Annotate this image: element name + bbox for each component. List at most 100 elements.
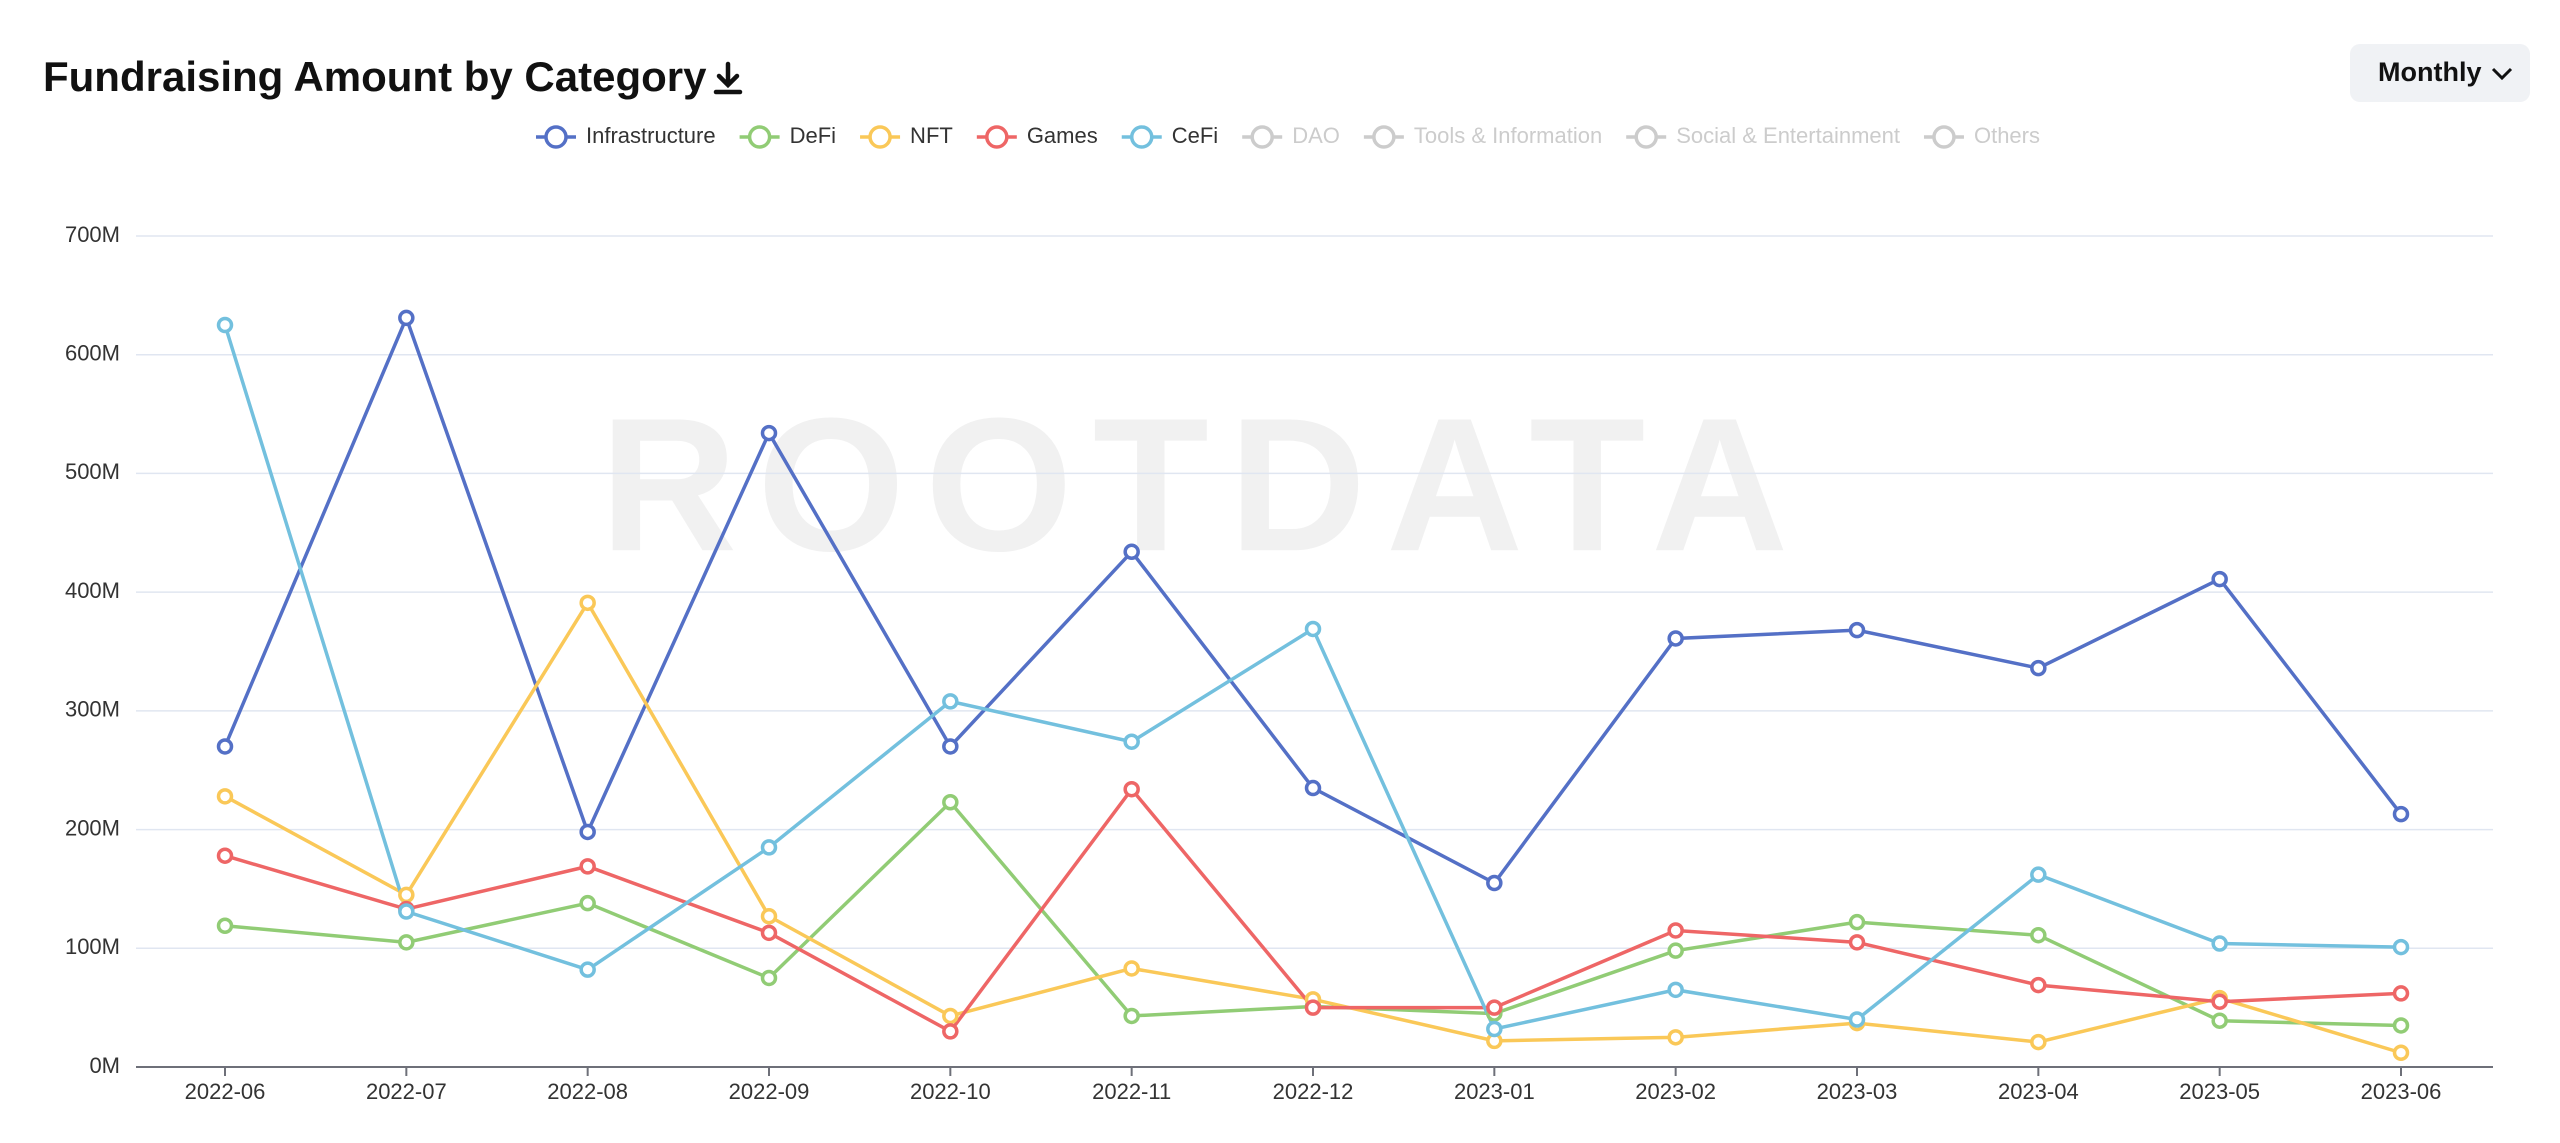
data-point bbox=[760, 839, 778, 856]
x-tick-label: 2022-12 bbox=[1273, 1079, 1354, 1104]
data-point bbox=[2392, 1044, 2410, 1062]
data-point bbox=[2211, 935, 2228, 952]
data-point bbox=[2392, 805, 2410, 823]
data-point bbox=[942, 738, 959, 755]
data-point bbox=[2211, 993, 2228, 1010]
data-point bbox=[1486, 874, 1503, 892]
legend-marker bbox=[1932, 125, 1956, 149]
legend-marker bbox=[1129, 125, 1154, 149]
data-point bbox=[1667, 630, 1684, 647]
data-point bbox=[1848, 934, 1866, 951]
data-point bbox=[216, 847, 234, 864]
data-point bbox=[216, 738, 234, 755]
legend-item[interactable]: Tools & Information bbox=[1363, 123, 1602, 149]
legend-item[interactable]: DAO bbox=[1242, 123, 1340, 149]
x-tick-label: 2022-06 bbox=[185, 1079, 266, 1104]
x-tick-label: 2022-08 bbox=[547, 1079, 628, 1104]
data-point bbox=[1304, 779, 1322, 797]
data-point bbox=[579, 594, 596, 612]
y-tick-label: 100M bbox=[65, 934, 120, 959]
legend-label: Tools & Information bbox=[1414, 123, 1602, 148]
data-point bbox=[760, 924, 778, 942]
y-tick-label: 0M bbox=[89, 1053, 120, 1078]
data-point bbox=[579, 961, 596, 978]
chart-title: Fundraising Amount by Category bbox=[43, 53, 707, 100]
data-point bbox=[1848, 621, 1866, 639]
legend-marker bbox=[544, 125, 568, 149]
legend-label: DeFi bbox=[790, 123, 836, 148]
legend-marker bbox=[1250, 125, 1274, 149]
data-point bbox=[1667, 942, 1684, 959]
legend-item[interactable]: DeFi bbox=[739, 123, 836, 149]
x-tick-label: 2023-05 bbox=[2179, 1079, 2260, 1104]
data-point bbox=[1486, 999, 1503, 1016]
dropdown-chevron bbox=[2491, 67, 2513, 81]
period-button[interactable] bbox=[2350, 44, 2530, 102]
legend-label: DAO bbox=[1292, 123, 1340, 148]
data-point bbox=[1667, 1029, 1684, 1046]
data-point bbox=[760, 969, 778, 987]
data-point bbox=[1848, 913, 1866, 931]
legend-item[interactable]: Games bbox=[976, 123, 1098, 149]
legend-label: Social & Entertainment bbox=[1676, 123, 1900, 148]
legend-label: Others bbox=[1974, 123, 2040, 148]
x-tick-label: 2022-10 bbox=[910, 1079, 991, 1104]
data-point bbox=[1304, 620, 1322, 638]
data-point bbox=[1123, 780, 1140, 798]
data-point bbox=[2392, 938, 2410, 956]
data-point bbox=[216, 788, 234, 805]
data-point bbox=[2211, 1012, 2228, 1029]
data-point bbox=[760, 907, 778, 925]
legend: Infrastructure DeFi NFT Games CeFi DAO Tools &… bbox=[535, 123, 2040, 149]
series-line bbox=[224, 599, 2402, 1055]
data-point bbox=[1304, 999, 1322, 1016]
data-point bbox=[579, 823, 596, 841]
data-point bbox=[942, 1007, 959, 1025]
y-tick-label: 200M bbox=[65, 815, 120, 840]
y-tick-label: 300M bbox=[65, 697, 120, 722]
download-arrow bbox=[716, 61, 740, 89]
legend-label: CeFi bbox=[1172, 123, 1218, 148]
period-button-label[interactable]: Monthly bbox=[2378, 57, 2481, 87]
data-point bbox=[398, 934, 415, 951]
data-point bbox=[2030, 976, 2047, 994]
legend-item[interactable]: Others bbox=[1923, 123, 2040, 149]
legend-marker bbox=[985, 125, 1009, 149]
data-point bbox=[942, 1023, 959, 1040]
data-point bbox=[1123, 1007, 1140, 1025]
legend-item[interactable]: Infrastructure bbox=[535, 123, 716, 149]
data-point bbox=[942, 693, 959, 710]
legend-label: NFT bbox=[910, 123, 953, 148]
data-point bbox=[2211, 570, 2228, 588]
data-point bbox=[1123, 960, 1140, 977]
legend-marker bbox=[1634, 125, 1658, 149]
data-point bbox=[1123, 733, 1140, 750]
data-point bbox=[2392, 985, 2410, 1002]
x-tick-label: 2023-06 bbox=[2361, 1079, 2442, 1104]
data-point bbox=[2030, 1033, 2047, 1051]
download-icon[interactable] bbox=[713, 61, 743, 95]
data-point bbox=[579, 894, 596, 912]
data-point bbox=[579, 858, 596, 875]
x-tick-label: 2023-04 bbox=[1998, 1079, 2079, 1104]
legend-label: Infrastructure bbox=[586, 123, 716, 148]
legend-item[interactable]: Social & Entertainment bbox=[1626, 123, 1900, 149]
data-point bbox=[2030, 659, 2047, 677]
legend-marker bbox=[747, 125, 772, 149]
legend-marker bbox=[868, 125, 892, 149]
watermark: ROOTDATA bbox=[600, 379, 1808, 591]
data-point bbox=[216, 917, 234, 934]
data-point bbox=[1848, 1011, 1866, 1028]
data-point bbox=[398, 886, 415, 904]
legend-item[interactable]: CeFi bbox=[1121, 123, 1218, 149]
y-tick-label: 400M bbox=[65, 578, 120, 603]
x-tick-label: 2023-03 bbox=[1817, 1079, 1898, 1104]
y-tick-label: 700M bbox=[65, 222, 120, 247]
legend-item[interactable]: NFT bbox=[860, 123, 953, 149]
data-point bbox=[1667, 981, 1684, 999]
data-point bbox=[2030, 866, 2047, 883]
data-point bbox=[942, 794, 959, 811]
data-point bbox=[2030, 926, 2047, 944]
data-point bbox=[1123, 543, 1140, 561]
